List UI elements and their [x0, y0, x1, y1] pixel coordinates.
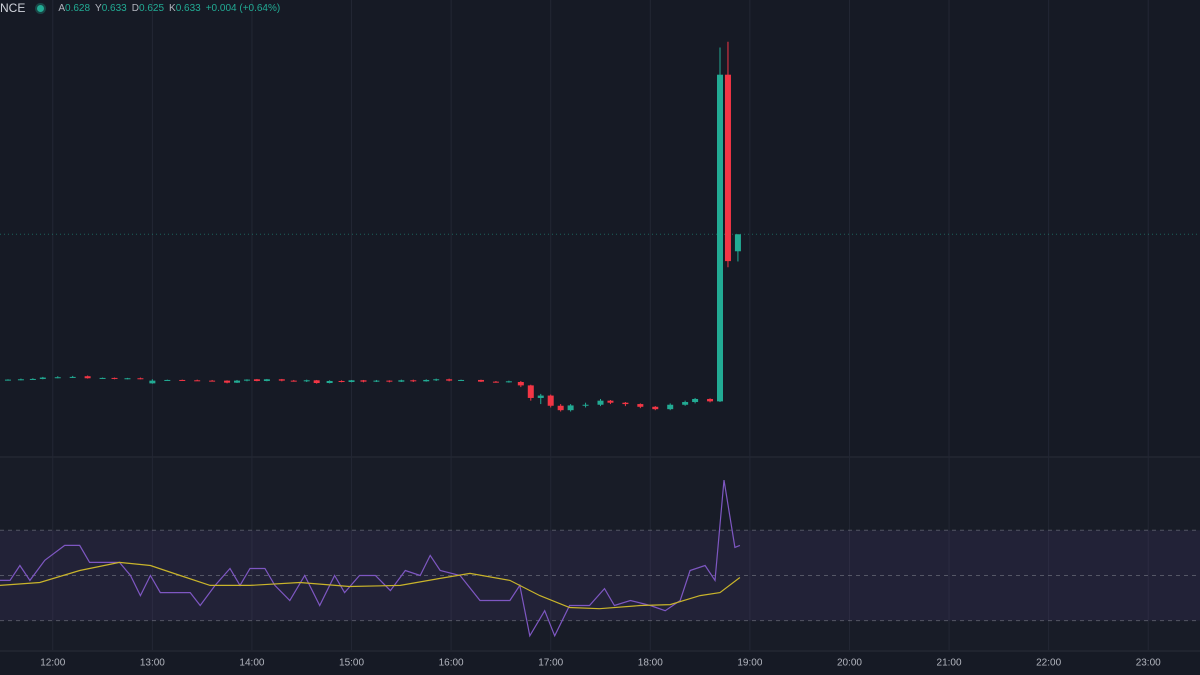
candle-body: [263, 379, 270, 381]
candle-body: [149, 380, 156, 384]
candle-body: [313, 380, 320, 384]
candle-body: [234, 380, 241, 383]
candle-body: [360, 380, 367, 382]
indicator-line: [0, 561, 741, 610]
x-tick-label: 14:00: [239, 658, 264, 669]
candle-body: [84, 376, 91, 379]
candle-body: [557, 405, 564, 411]
candle-body: [69, 376, 76, 378]
candle-body: [410, 380, 417, 382]
candle-body: [386, 380, 393, 382]
indicator-pane: [0, 458, 1200, 650]
candle-body: [707, 398, 714, 402]
candle-body: [398, 380, 405, 382]
candle-body: [537, 395, 544, 398]
candle-body: [667, 404, 674, 410]
candle-body: [458, 379, 465, 381]
x-tick-label: 20:00: [837, 658, 862, 669]
x-tick-label: 21:00: [937, 658, 962, 669]
candle-body: [179, 379, 186, 381]
candle-body: [547, 395, 554, 406]
candle-body: [607, 400, 614, 403]
ohlc-value: 0.633: [175, 2, 201, 14]
candle-body: [111, 377, 118, 379]
candle-body: [4, 379, 11, 381]
candle-body: [164, 379, 171, 381]
candle-body: [17, 379, 24, 381]
candle-body: [290, 380, 297, 382]
indicator-line: [0, 480, 741, 638]
candle-body: [652, 406, 659, 410]
ohlc-value: 0.633: [101, 2, 127, 14]
candle-body: [243, 379, 250, 381]
candle-body: [433, 379, 440, 381]
symbol: NCE: [0, 1, 26, 15]
candle-body: [517, 381, 524, 386]
candle-body: [253, 379, 260, 381]
candle-body: [527, 385, 534, 398]
candle-body: [278, 379, 285, 381]
candle-body: [54, 377, 61, 379]
candle-body: [124, 378, 131, 380]
candle-body: [492, 381, 499, 383]
candle-body: [99, 377, 106, 379]
status-dot: [37, 4, 45, 12]
candle-body: [724, 74, 731, 262]
candle-body: [137, 378, 144, 380]
x-tick-label: 23:00: [1136, 658, 1161, 669]
legend: NCE A 0.628 Y 0.633 D 0.625 K 0.633 +0.004 (…: [0, 1, 285, 15]
ohlc-key: D: [131, 2, 139, 14]
candle-body: [717, 74, 723, 402]
candle-body: [682, 402, 689, 405]
candle-body: [446, 379, 453, 381]
ohlc-value: 0.628: [65, 2, 91, 14]
x-tick-label: 18:00: [638, 658, 663, 669]
candle-body: [622, 402, 629, 405]
x-tick-label: 22:00: [1036, 658, 1061, 669]
change: +0.004 (+0.64%): [205, 2, 281, 14]
candle-body: [194, 380, 201, 382]
x-tick-label: 16:00: [439, 658, 464, 669]
candle-body: [477, 379, 484, 382]
candle-body: [224, 380, 231, 383]
candle-body: [348, 380, 355, 382]
candle-body: [39, 377, 46, 379]
candle-body: [505, 381, 512, 383]
ohlc-key: K: [169, 2, 176, 14]
candle-body: [338, 380, 345, 382]
candle-body: [423, 379, 430, 382]
ohlc-value: 0.625: [138, 2, 165, 14]
x-tick-label: 17:00: [538, 658, 563, 669]
candle-body: [373, 380, 380, 382]
x-tick-label: 15:00: [339, 658, 364, 669]
candle-body: [597, 400, 604, 405]
candle-body: [567, 405, 574, 411]
candle-body: [734, 234, 741, 252]
candle-body: [637, 404, 644, 407]
x-tick-label: 12:00: [40, 658, 65, 669]
x-tick-label: 19:00: [737, 658, 762, 669]
candle-body: [209, 380, 216, 382]
ohlc-key: Y: [95, 2, 102, 14]
candle-body: [692, 398, 699, 403]
x-tick-label: 13:00: [140, 658, 165, 669]
candle-body: [326, 380, 333, 384]
candle-body: [29, 378, 36, 380]
ohlc-key: A: [58, 2, 66, 14]
candle-body: [303, 380, 310, 382]
candle-body: [582, 404, 589, 406]
